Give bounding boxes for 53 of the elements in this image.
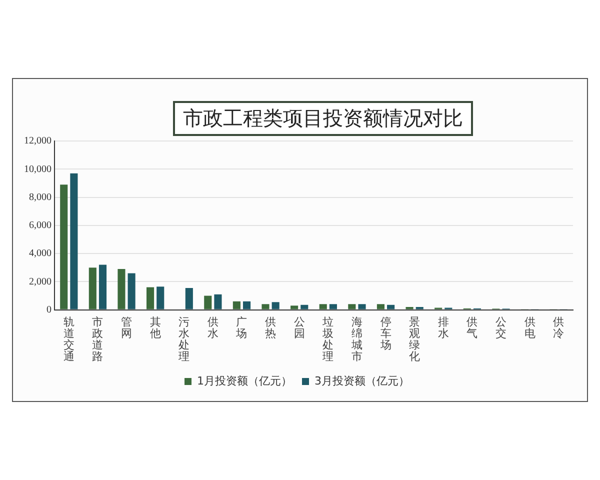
chart-title: 市政工程类项目投资额情况对比 [173,101,473,136]
x-tick-label: 污水处理 [178,315,190,364]
bar [319,304,327,310]
y-tick-label: 12,000 [24,136,52,147]
x-tick-label: 海绵城市 [350,315,362,364]
legend-label: 3月投资额（亿元） [314,374,410,388]
bar [204,296,212,310]
bar [300,304,308,310]
x-tick-label: 供电 [524,315,536,340]
x-tick-label: 管网 [121,315,132,340]
bar [118,269,126,310]
bar [358,304,366,310]
y-tick-label: 8,000 [29,192,52,203]
x-tick-label: 供热 [265,315,276,340]
bar [156,286,164,310]
y-tick-label: 4,000 [29,248,52,260]
y-tick-label: 10,000 [24,164,52,175]
bar [272,302,280,310]
x-tick-label: 供气 [466,315,478,340]
y-tick-label: 0 [46,304,52,316]
x-tick-label: 其他 [150,315,161,340]
x-tick-label: 排水 [438,315,449,340]
bar [242,301,251,310]
bar [60,184,68,310]
bar [262,304,270,310]
bar [387,304,395,310]
bar [406,306,414,310]
x-tick-label: 垃圾处理 [322,315,334,364]
bar [376,304,385,310]
x-tick-label: 轨道交通 [63,315,74,364]
x-tick-label: 公园 [294,315,305,340]
y-tick-label: 2,000 [29,276,52,288]
x-tick-label: 供水 [207,315,218,340]
x-tick-label: 市政道路 [92,315,104,364]
x-tick-label: 停车场 [379,315,392,352]
y-tick-label: 6,000 [29,220,52,232]
bar [214,294,222,310]
bar [128,273,136,310]
x-tick-label: 公交 [495,315,506,340]
bar [232,301,240,310]
bar [329,304,337,310]
x-tick-label: 景观绿化 [409,315,420,364]
bar [146,287,154,310]
x-tick-label: 广场 [235,315,248,340]
bar [348,304,356,310]
bar [185,288,193,310]
bar [88,268,96,310]
legend-label: 1月投资额（亿元） [197,374,292,388]
bar [290,306,298,310]
x-tick-label: 供冷 [553,315,564,340]
bar [70,173,78,310]
bar [98,264,107,310]
bar [416,306,424,310]
